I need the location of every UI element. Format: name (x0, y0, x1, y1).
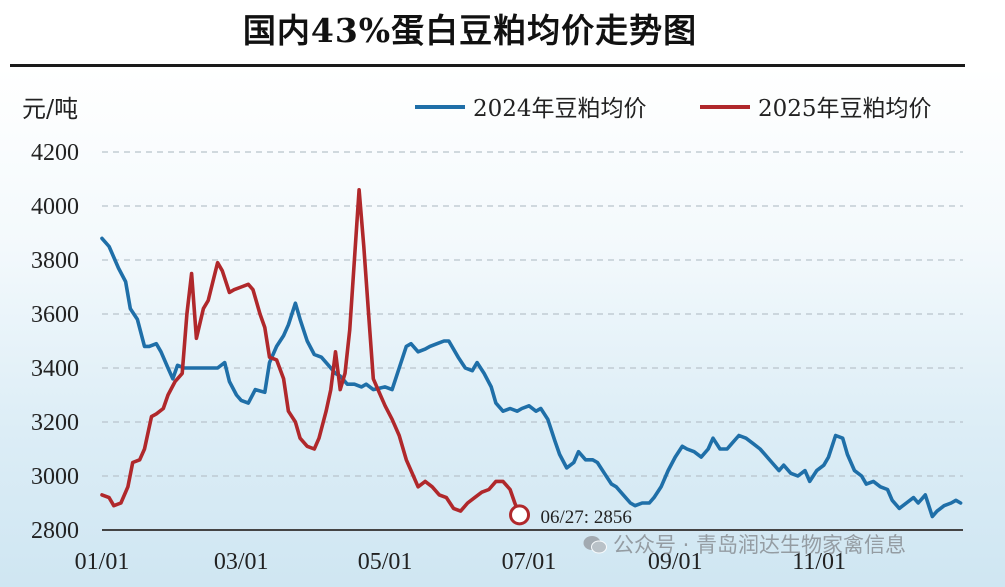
title-bar: 国内43%蛋白豆粕均价走势图 (0, 0, 1005, 62)
y-tick-label: 4000 (31, 194, 79, 220)
x-tick-label: 05/01 (358, 549, 413, 575)
y-tick-label: 3800 (31, 248, 79, 274)
x-axis-ticks: 01/01 03/01 05/01 07/01 09/01 11/01 (75, 549, 846, 575)
legend: 2024年豆粕均价 2025年豆粕均价 (415, 96, 932, 122)
y-tick-label: 2800 (31, 518, 79, 544)
watermark-text: 公众号 · 青岛润达生物家禽信息 (613, 533, 907, 557)
series-line-2024 (100, 236, 963, 519)
y-axis-label: 元/吨 (22, 95, 78, 123)
y-tick-label: 3400 (31, 356, 79, 382)
x-tick-label: 01/01 (75, 549, 130, 575)
x-tick-label: 11/01 (792, 549, 846, 575)
annotation-layer: 06/27: 2856 (509, 504, 632, 528)
watermark: 公众号 · 青岛润达生物家禽信息 (583, 529, 906, 559)
legend-label-2024: 2024年豆粕均价 (473, 96, 647, 122)
y-tick-label: 3000 (31, 464, 79, 490)
chart-title: 国内43%蛋白豆粕均价走势图 (242, 11, 698, 50)
y-tick-label: 3600 (31, 302, 79, 328)
x-tick-label: 07/01 (502, 549, 557, 575)
x-tick-label: 09/01 (648, 549, 703, 575)
wechat-icon (583, 536, 607, 554)
y-tick-label: 4200 (31, 140, 79, 166)
gridlines (102, 151, 963, 531)
plot-background (0, 67, 1005, 587)
x-tick-label: 03/01 (214, 549, 269, 575)
title-divider (10, 64, 965, 67)
y-tick-label: 3200 (31, 410, 79, 436)
legend-label-2025: 2025年豆粕均价 (758, 96, 932, 122)
endpoint-marker (509, 504, 531, 526)
endpoint-annotation: 06/27: 2856 (541, 507, 632, 528)
y-axis-ticks: 2800 3000 3200 3400 3600 3800 4000 4200 (31, 140, 79, 544)
series-lines (100, 188, 963, 519)
series-line-2025 (100, 188, 522, 517)
